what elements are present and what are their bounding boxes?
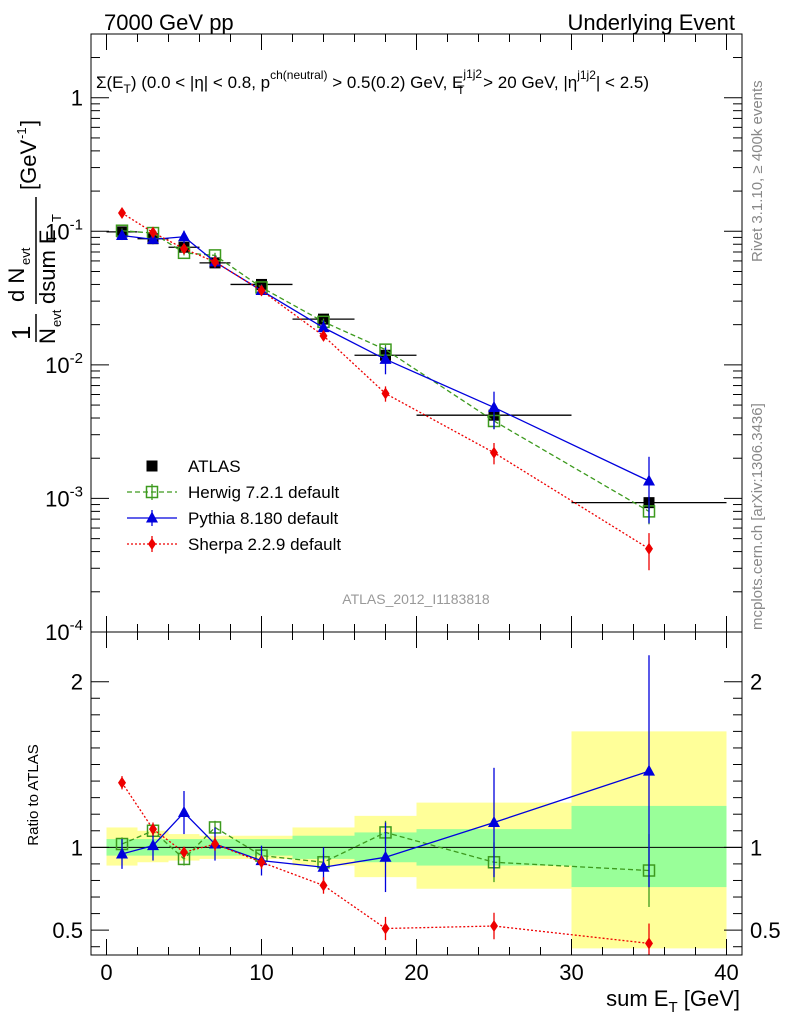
legend-entry-pythia: Pythia 8.180 default [127, 509, 339, 528]
main-y-tick-label: 1 [71, 86, 83, 111]
ratio-pythia-point [317, 860, 330, 872]
x-tick-label: 30 [559, 960, 583, 985]
svg-text:T: T [49, 214, 64, 222]
cut-description: Σ(ET) (0.0 < |η| < 0.8, pch(neutral) > 0… [96, 67, 649, 97]
x-tick-label: 20 [404, 960, 428, 985]
main-y-tick-label: 10-1 [45, 216, 83, 244]
ratio-y-axis-label: Ratio to ATLAS [25, 744, 42, 845]
series-pythia [116, 229, 655, 524]
x-axis-label: sum ET [GeV] [606, 986, 740, 1016]
svg-text:evt: evt [18, 247, 33, 265]
series-sherpa [118, 207, 653, 571]
ratio-pythia-point [488, 815, 500, 827]
main-y-tick-label: 10-3 [45, 483, 83, 511]
ratio-sherpa-point [149, 823, 157, 836]
ratio-y-tick-label: 2 [71, 670, 83, 695]
svg-text:[GeV: [GeV [16, 140, 41, 190]
sherpa-point [381, 387, 390, 400]
legend-label-pythia: Pythia 8.180 default [188, 509, 339, 528]
rivet-version-label: Rivet 3.1.10, ≥ 400k events [749, 80, 766, 262]
legend-marker-sherpa [148, 538, 156, 550]
sherpa-point [490, 446, 498, 459]
pythia-point [317, 321, 330, 333]
ratio-sherpa-point [257, 856, 266, 869]
ratio-uncertainty-bands [106, 731, 727, 949]
ratio-sherpa-point [645, 937, 653, 950]
legend-marker-atlas [146, 460, 158, 472]
main-series-layer [106, 207, 727, 571]
sherpa-point [118, 207, 126, 220]
x-tick-label: 0 [100, 960, 112, 985]
ratio-pythia-point [116, 847, 128, 859]
sherpa-line [121, 212, 650, 550]
ratio-y-tick-label-right: 0.5 [750, 918, 781, 943]
sherpa-point [180, 242, 188, 255]
sherpa-point [211, 255, 219, 268]
ratio-sherpa-point [490, 920, 498, 933]
legend-entry-atlas: ATLAS [146, 457, 241, 476]
svg-text:]: ] [16, 120, 41, 126]
svg-text:dsum E: dsum E [35, 229, 60, 304]
ratio-pythia-point [147, 839, 159, 851]
svg-text:d N: d N [4, 268, 29, 302]
sherpa-point [645, 542, 653, 555]
legend-marker-pythia [146, 511, 158, 523]
legend-marker-herwig [145, 485, 159, 499]
ratio-sherpa-point [319, 879, 328, 892]
ratio-herwig-line [121, 826, 650, 872]
series-herwig [115, 224, 656, 525]
main-y-axis-label: 1 N evt d N evt dsum E T [GeV -1 ] [4, 120, 64, 344]
ratio-y-tick-label-right: 1 [750, 835, 762, 860]
ratio-sherpa-point [211, 838, 219, 851]
header-left: 7000 GeV pp [104, 10, 234, 35]
main-y-tick-label: 10-2 [45, 350, 83, 378]
main-axis-ticks: 1 10-1 10-2 10-3 10-4 [45, 33, 742, 645]
ratio-pythia-point [178, 806, 190, 818]
ratio-pythia-point [379, 850, 392, 862]
ratio-series-layer [115, 655, 656, 955]
sherpa-point [149, 226, 157, 239]
svg-text:N: N [35, 328, 60, 344]
main-y-tick-label: 10-4 [45, 617, 83, 645]
svg-text:evt: evt [49, 309, 64, 327]
pythia-point [379, 352, 392, 364]
header-right: Underlying Event [567, 10, 735, 35]
ratio-sherpa-point [118, 776, 126, 789]
legend-label-atlas: ATLAS [188, 457, 241, 476]
svg-text:sum ET [GeV]: sum ET [GeV] [606, 986, 740, 1016]
legend-label-herwig: Herwig 7.2.1 default [188, 483, 339, 502]
pythia-point [178, 230, 190, 242]
legend-entry-herwig: Herwig 7.2.1 default [127, 483, 339, 502]
ratio-pythia-point [643, 764, 655, 776]
pythia-point [116, 229, 128, 241]
legend-entry-sherpa: Sherpa 2.2.9 default [127, 535, 341, 554]
svg-text:-1: -1 [14, 127, 29, 139]
x-tick-label: 10 [249, 960, 273, 985]
svg-text:1: 1 [6, 326, 36, 340]
ratio-sherpa-point [180, 846, 188, 859]
legend-label-sherpa: Sherpa 2.2.9 default [188, 535, 341, 554]
ratio-y-tick-label-right: 2 [750, 670, 762, 695]
mcplots-label: mcplots.cern.ch [arXiv:1306.3436] [749, 403, 766, 630]
legend: ATLAS Herwig 7.2.1 default Pythia 8.180 de… [127, 457, 341, 554]
x-tick-label: 40 [714, 960, 738, 985]
ratio-y-tick-label: 1 [71, 835, 83, 860]
analysis-id: ATLAS_2012_I1183818 [342, 591, 490, 607]
pythia-point [488, 400, 500, 412]
ratio-sherpa-point [381, 922, 390, 935]
sherpa-point [319, 329, 328, 342]
ratio-series-sherpa [118, 776, 653, 955]
pythia-point [643, 474, 655, 486]
ratio-y-tick-label: 0.5 [52, 918, 83, 943]
ratio-series-pythia [116, 655, 655, 893]
sherpa-point [257, 284, 266, 297]
ratio-axis-ticks: 0 10 20 30 40 0.5 0.5 1 1 2 2 [52, 632, 781, 985]
ratio-plot-frame [90, 631, 743, 956]
